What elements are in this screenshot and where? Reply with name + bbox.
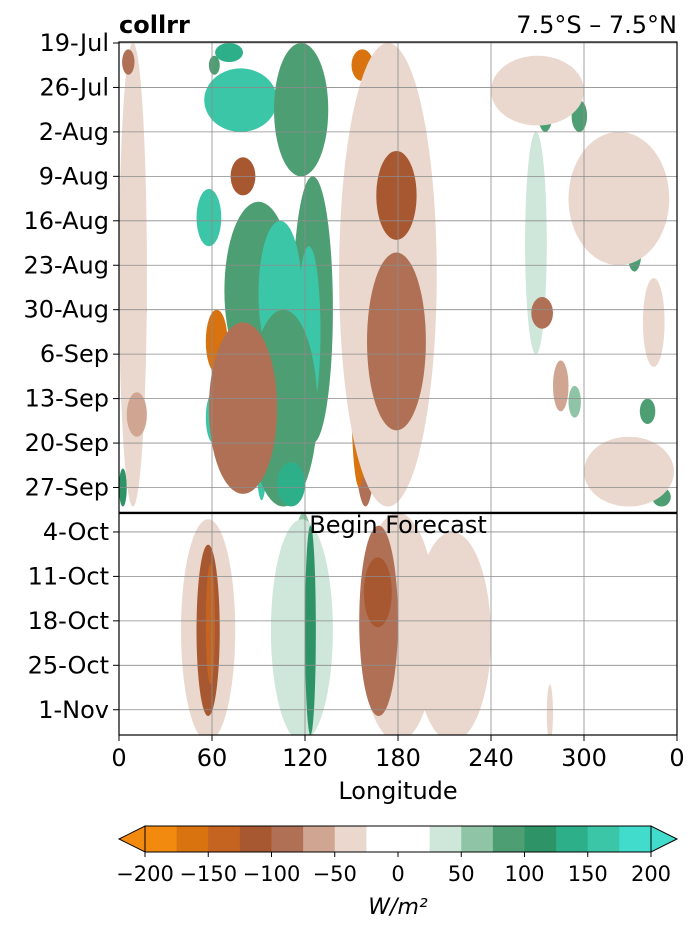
colorbar-tick-label: −150 xyxy=(179,862,237,886)
contour-feature xyxy=(305,525,316,735)
y-tick-label: 27-Sep xyxy=(25,474,109,502)
colorbar-segment xyxy=(208,826,241,852)
contour-feature xyxy=(204,68,278,132)
colorbar-segment xyxy=(556,826,589,852)
y-tick-label: 1-Nov xyxy=(38,696,109,724)
colorbar-segment xyxy=(587,826,620,852)
y-tick-label: 20-Sep xyxy=(25,429,109,457)
x-axis-label: Longitude xyxy=(338,777,457,805)
x-tick-label: 300 xyxy=(561,744,607,772)
colorbar-tick-label: 50 xyxy=(448,862,475,886)
forecast-region xyxy=(119,513,677,735)
contour-feature xyxy=(270,519,333,735)
y-tick-label: 9-Aug xyxy=(39,162,109,190)
contour-feature xyxy=(196,189,222,247)
colorbar: −200 −150 −100 −50 0 50 100 150 200 W/m² xyxy=(116,825,679,920)
colorbar-segment xyxy=(492,826,525,852)
colorbar-tick-label: 0 xyxy=(391,862,404,886)
contour-fields xyxy=(119,43,674,735)
colorbar-segment xyxy=(398,826,431,852)
colorbar-segment xyxy=(145,826,178,852)
y-tick-label: 26-Jul xyxy=(40,73,110,101)
contour-feature xyxy=(277,462,305,507)
contour-feature xyxy=(584,436,674,507)
y-tick-label: 6-Sep xyxy=(40,340,109,368)
contour-feature xyxy=(376,150,417,240)
colorbar-segment xyxy=(271,826,304,852)
colorbar-segment xyxy=(461,826,494,852)
colorbar-tick-label: 150 xyxy=(568,862,608,886)
y-tick-label: 18-Oct xyxy=(28,607,109,635)
colorbar-tick-label: 100 xyxy=(504,862,544,886)
contour-feature xyxy=(122,49,135,75)
contour-feature xyxy=(367,252,426,431)
colorbar-tick-label: −100 xyxy=(243,862,301,886)
colorbar-tick-label: −200 xyxy=(116,862,174,886)
x-tick-label: 120 xyxy=(282,744,328,772)
y-tick-label: 2-Aug xyxy=(39,118,109,146)
chart-title: collrr xyxy=(119,11,190,39)
contour-feature xyxy=(215,43,243,63)
y-axis: 19-Jul 26-Jul 2-Aug 9-Aug 16-Aug 23-Aug 30-Aug… xyxy=(23,29,119,724)
x-axis: 0 60 120 180 240 300 0 xyxy=(111,735,685,772)
y-tick-label: 13-Sep xyxy=(25,385,109,413)
y-tick-label: 19-Jul xyxy=(40,29,110,57)
contour-feature xyxy=(568,385,581,418)
colorbar-segment xyxy=(524,826,557,852)
y-tick-label: 4-Oct xyxy=(43,518,109,546)
y-tick-label: 25-Oct xyxy=(28,651,109,679)
contour-feature xyxy=(208,322,278,494)
x-tick-label: 0 xyxy=(669,744,684,772)
colorbar-label: W/m² xyxy=(368,895,428,920)
contour-feature xyxy=(568,131,670,266)
chart-subtitle: 7.5°S – 7.5°N xyxy=(516,11,677,39)
colorbar-tick-label: −50 xyxy=(313,862,357,886)
contour-feature xyxy=(413,531,491,735)
colorbar-segment xyxy=(176,826,209,852)
colorbar-segment xyxy=(429,826,462,852)
colorbar-segment xyxy=(334,826,367,852)
forecast-marker: Begin Forecast xyxy=(119,511,677,735)
y-tick-label: 30-Aug xyxy=(23,296,109,324)
y-tick-label: 16-Aug xyxy=(23,207,109,235)
x-tick-label: 240 xyxy=(468,744,514,772)
contour-feature xyxy=(531,297,554,329)
contour-feature xyxy=(274,43,329,177)
contour-feature xyxy=(642,277,665,367)
colorbar-segment xyxy=(303,826,336,852)
contour-feature xyxy=(126,392,147,437)
contour-feature xyxy=(491,55,584,126)
colorbar-tick-label: 200 xyxy=(631,862,671,886)
contour-feature xyxy=(639,398,656,424)
contour-feature xyxy=(208,55,220,75)
contour-feature xyxy=(363,557,392,628)
colorbar-segment xyxy=(239,826,272,852)
colorbar-segment xyxy=(619,826,652,852)
y-tick-label: 11-Oct xyxy=(28,562,109,590)
colorbar-segment xyxy=(366,826,399,852)
contour-feature xyxy=(553,360,569,412)
x-tick-label: 0 xyxy=(111,744,126,772)
x-tick-label: 60 xyxy=(197,744,228,772)
x-tick-label: 180 xyxy=(375,744,421,772)
y-tick-label: 23-Aug xyxy=(23,251,109,279)
contour-feature xyxy=(119,43,147,507)
forecast-label: Begin Forecast xyxy=(309,511,487,539)
contour-feature xyxy=(205,563,216,685)
